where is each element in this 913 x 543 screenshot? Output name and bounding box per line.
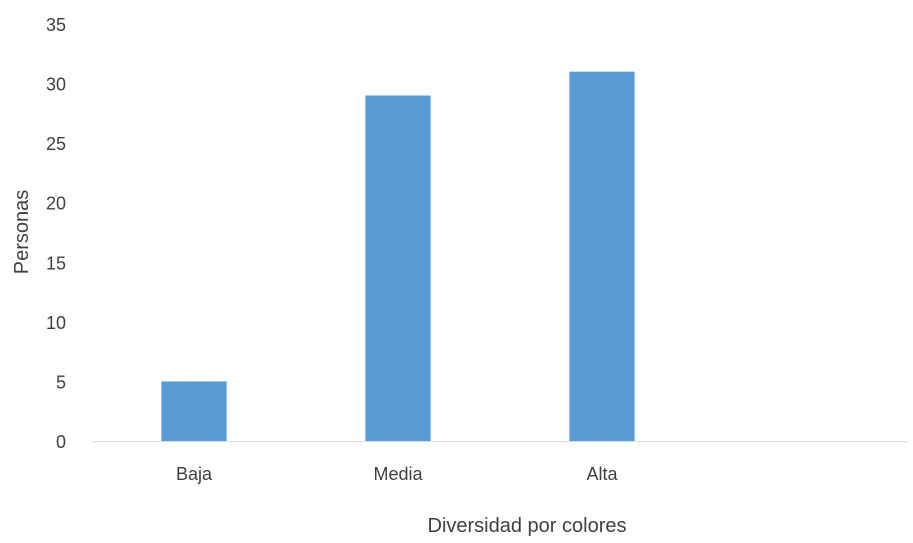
y-tick-label: 20 [46,194,66,214]
bar [161,381,227,441]
y-tick-label: 15 [46,253,66,273]
y-tick-label: 35 [46,15,66,35]
y-axis-ticks: 0 5 10 15 20 25 30 35 [46,15,66,452]
bar [365,95,431,441]
x-tick-label: Alta [586,464,618,484]
bar [569,71,635,442]
y-axis-label: Personas [11,190,33,275]
bars [161,71,635,442]
x-axis-label: Diversidad por colores [428,515,627,537]
y-tick-label: 25 [46,134,66,154]
x-axis-ticks: Baja Media Alta [176,464,619,484]
x-tick-label: Baja [176,464,213,484]
y-tick-label: 0 [56,432,66,452]
x-tick-label: Media [373,464,423,484]
y-tick-label: 10 [46,313,66,333]
y-tick-label: 30 [46,75,66,95]
y-tick-label: 5 [56,372,66,392]
